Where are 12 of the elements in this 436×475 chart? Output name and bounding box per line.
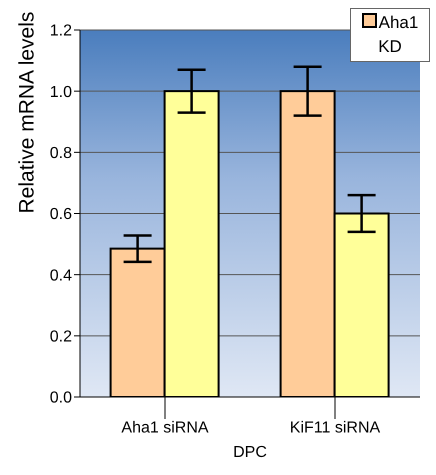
x-tick-label: KiF11 siRNA bbox=[290, 419, 381, 436]
y-tick-label: 1.0 bbox=[50, 84, 72, 101]
y-tick-label: 1.2 bbox=[50, 22, 72, 40]
x-tick-label: Aha1 siRNA bbox=[121, 419, 209, 436]
y-axis-title: Relative mRNA levels bbox=[15, 12, 38, 214]
x-axis-title: DPC bbox=[233, 444, 267, 461]
y-tick-label: 0.2 bbox=[50, 328, 72, 346]
y-tick-label: 0.0 bbox=[50, 390, 72, 407]
y-tick-label: 0.4 bbox=[50, 267, 72, 284]
legend-label: Aha1 KD bbox=[377, 12, 420, 58]
y-tick-label: 0.8 bbox=[50, 145, 72, 162]
y-tick-label: 0.6 bbox=[50, 206, 72, 224]
